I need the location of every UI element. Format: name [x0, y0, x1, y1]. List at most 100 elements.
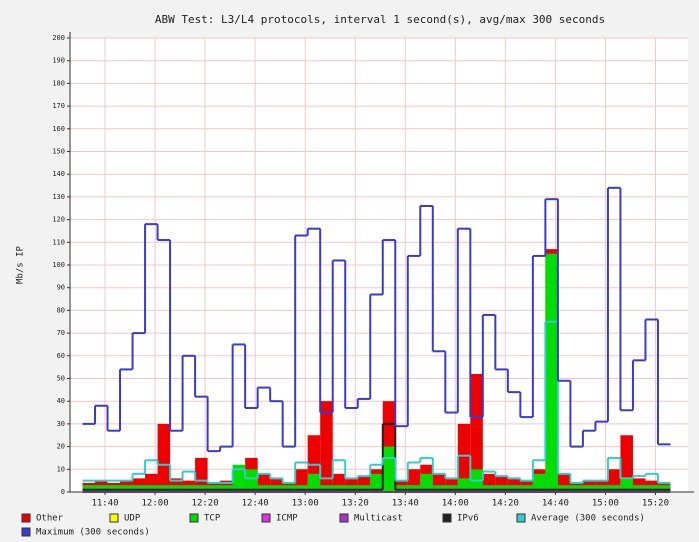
area-step	[482, 485, 496, 492]
x-tick-label: 14:20	[492, 499, 519, 509]
x-tick-label: 13:20	[342, 499, 369, 509]
area-step	[407, 485, 421, 492]
y-tick-label: 80	[57, 306, 65, 314]
area-step	[220, 485, 233, 492]
y-tick-label: 150	[52, 148, 65, 156]
x-tick-label: 12:00	[142, 499, 169, 509]
area-step	[270, 485, 283, 492]
legend-label: Maximum (300 seconds)	[36, 528, 150, 538]
legend-swatch	[516, 513, 526, 523]
area-step	[320, 401, 333, 492]
area-step	[95, 485, 108, 492]
y-axis-label: Mb/s IP	[16, 245, 26, 284]
legend-label: Average (300 seconds)	[531, 514, 645, 524]
axes: 0 10 20 30 40 50 60 70 80 90 100 110 120 130 140 150 160…	[52, 32, 694, 509]
legend-swatch	[261, 513, 271, 523]
area-step	[507, 485, 521, 492]
area-step	[182, 485, 196, 492]
area-step	[607, 485, 621, 492]
area-step	[207, 485, 221, 492]
legend-swatch	[339, 513, 349, 523]
legend-swatch	[189, 513, 199, 523]
y-tick-label: 20	[57, 443, 65, 451]
area-step	[345, 485, 358, 492]
area-step	[495, 485, 508, 492]
y-tick-label: 170	[52, 102, 65, 110]
area-step	[457, 423, 471, 492]
area-step	[245, 469, 258, 492]
area-step	[582, 485, 596, 492]
legend-swatch	[21, 527, 31, 537]
x-tick-label: 12:20	[192, 499, 219, 509]
area-step	[195, 457, 208, 492]
y-tick-label: 90	[57, 284, 65, 292]
area-step	[170, 485, 183, 492]
legend-label: Other	[36, 514, 64, 524]
y-tick-label: 160	[52, 125, 65, 133]
area-step	[157, 423, 171, 492]
y-tick-label: 10	[57, 465, 65, 473]
y-tick-label: 110	[52, 238, 65, 246]
y-tick-label: 100	[52, 261, 65, 269]
y-tick-label: 40	[57, 397, 65, 405]
y-tick-label: 140	[52, 170, 65, 178]
area-step	[532, 473, 546, 492]
area-step	[445, 485, 458, 492]
legend-label: Multicast	[354, 514, 403, 524]
area-step	[470, 373, 483, 492]
x-tick-label: 14:00	[442, 499, 469, 509]
legend-label: UDP	[124, 514, 141, 524]
area-step	[295, 485, 308, 492]
area-step	[157, 485, 171, 492]
y-tick-label: 190	[52, 57, 65, 65]
legend-label: ICMP	[276, 514, 298, 524]
x-tick-label: 11:40	[91, 499, 118, 509]
area-step	[232, 464, 246, 492]
x-tick-label: 12:40	[242, 499, 269, 509]
area-step	[395, 485, 408, 492]
area-step	[632, 485, 646, 492]
area-step	[620, 478, 633, 492]
y-tick-label: 50	[57, 375, 65, 383]
area-step	[145, 485, 158, 492]
chart-title: ABW Test: L3/L4 protocols, interval 1 se…	[155, 13, 605, 26]
area-step	[420, 473, 433, 492]
x-tick-label: 13:40	[392, 499, 419, 509]
area-step	[457, 478, 471, 492]
area-step	[82, 485, 96, 492]
legend-swatch	[109, 513, 119, 523]
x-tick-label: 13:00	[292, 499, 319, 509]
area-step	[432, 485, 446, 492]
legend: Other UDP TCP ICMP Multicast IPv6 Average (300…	[21, 513, 645, 538]
area-step	[657, 485, 671, 492]
area-step	[307, 473, 321, 492]
area-step	[320, 485, 333, 492]
area-step	[557, 485, 571, 492]
y-tick-label: 120	[52, 216, 65, 224]
legend-label: TCP	[204, 514, 221, 524]
y-tick-label: 180	[52, 79, 65, 87]
y-tick-label: 130	[52, 193, 65, 201]
grid	[70, 37, 688, 493]
y-tick-label: 30	[57, 420, 65, 428]
legend-swatch	[21, 513, 31, 523]
legend-label: IPv6	[457, 514, 479, 524]
area-step	[107, 485, 121, 492]
area-step	[357, 485, 371, 492]
legend-swatch	[442, 513, 452, 523]
y-tick-label: 0	[61, 488, 65, 496]
y-tick-label: 70	[57, 329, 65, 337]
area-step	[595, 485, 608, 492]
area-step	[132, 485, 146, 492]
area-step	[520, 485, 533, 492]
x-tick-label: 15:20	[642, 499, 669, 509]
step-riser	[94, 187, 659, 452]
area-step	[257, 485, 271, 492]
area-step	[282, 485, 296, 492]
y-tick-label: 200	[52, 34, 65, 42]
area-step	[545, 253, 558, 492]
area-step	[332, 485, 346, 492]
area-step	[120, 485, 133, 492]
y-tick-label: 60	[57, 352, 65, 360]
